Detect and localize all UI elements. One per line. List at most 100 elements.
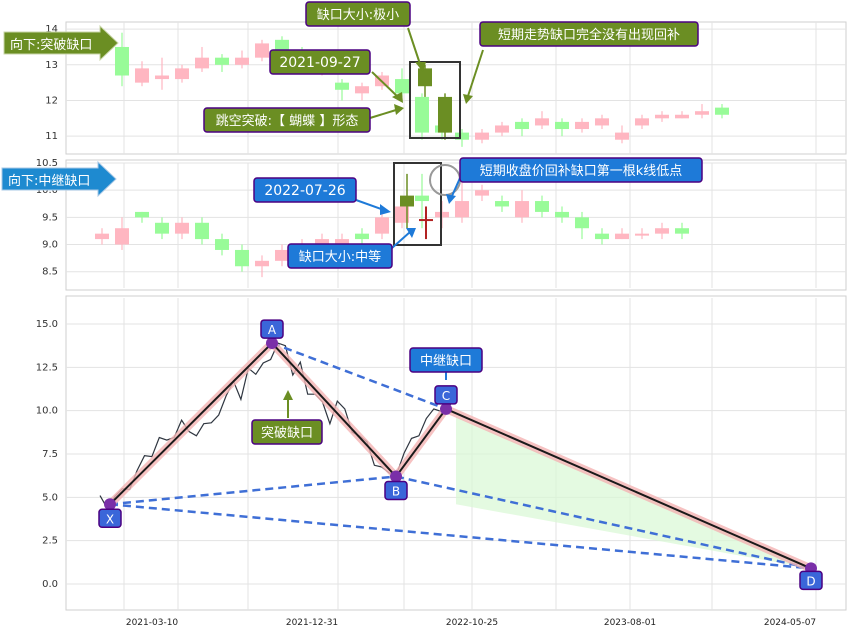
pattern-label-b: B — [392, 485, 400, 499]
candle-body — [275, 249, 289, 261]
arrow-date — [371, 71, 399, 98]
candle-body — [195, 57, 209, 69]
arrow-head — [392, 92, 403, 103]
candle-body — [215, 239, 229, 250]
candle-body — [275, 39, 289, 51]
pattern-label-box — [434, 385, 458, 405]
label-date-2-text: 2022-07-26 — [264, 183, 345, 199]
leg-b-c — [395, 408, 447, 478]
y-tick-label: 2.5 — [42, 536, 58, 547]
candle-body — [315, 239, 329, 245]
candle-body — [535, 118, 549, 126]
label-pattern: 跳空突破:【 蝴蝶 】形态 — [203, 107, 371, 133]
label-pattern-text: 跳空突破:【 蝴蝶 】形态 — [216, 113, 359, 129]
label-fill-text: 短期收盘价回补缺口第一根k线低点 — [480, 163, 683, 179]
pattern-label-box — [799, 570, 823, 591]
label-breakaway-gap: 突破缺口 — [251, 419, 323, 445]
candle-body — [115, 46, 129, 76]
candle-body — [335, 82, 349, 90]
label-date-2: 2022-07-26 — [253, 177, 357, 203]
y-tick-label: 12.5 — [36, 362, 58, 373]
gap-candle-body — [400, 195, 414, 207]
y-tick-label: 9.5 — [42, 212, 58, 223]
gap-box — [393, 162, 442, 246]
panel1-y-ticks: 14 13 12 11 — [45, 24, 58, 142]
x-tick-label: 2021-03-10 — [126, 618, 179, 628]
y-tick-label: 10.0 — [36, 406, 58, 417]
candle-body — [215, 57, 229, 65]
dash-x-b — [109, 475, 397, 506]
arrow-head — [446, 194, 456, 204]
pattern-label-a: A — [268, 323, 277, 337]
panel-breakaway-gap: 14 13 12 11 — [45, 21, 847, 155]
candle-body — [115, 228, 129, 245]
dash-a-c — [271, 341, 447, 411]
label-date-1: 2021-09-27 — [269, 49, 371, 75]
arrow-gap-size — [407, 27, 421, 65]
y-tick-label: 7.5 — [42, 449, 58, 460]
label-fill: 短期收盘价回补缺口第一根k线低点 — [459, 157, 703, 183]
candle-body — [455, 132, 469, 140]
candle-body — [155, 75, 169, 80]
arrow-date — [355, 199, 385, 211]
label-gap-size-2-text: 缺口大小:中等 — [299, 249, 381, 265]
pattern-points: X A B C D — [98, 319, 823, 591]
panel-price-pattern: 15.0 12.5 10.0 7.5 5.0 2.5 0.0 2021-03-10 2021-… — [36, 295, 847, 628]
candle-body — [195, 222, 209, 240]
candle-body — [695, 111, 709, 115]
candle-body — [575, 217, 589, 229]
candle-body — [175, 222, 189, 234]
pattern-label-box — [384, 480, 408, 501]
arrow-head — [463, 94, 473, 104]
label-gap-size-2: 缺口大小:中等 — [287, 243, 393, 269]
candle-body — [655, 114, 669, 119]
pattern-label-box — [260, 319, 284, 339]
arrow-fill — [451, 177, 461, 197]
candle-body — [475, 190, 489, 196]
panel3-y-ticks: 15.0 12.5 10.0 7.5 5.0 2.5 0.0 — [36, 319, 58, 590]
pattern-point-b — [390, 470, 402, 483]
candle-body — [355, 233, 369, 240]
gap-candle-body — [418, 68, 432, 87]
y-tick-label: 11 — [45, 131, 58, 142]
label-no-fill: 短期走势缺口完全没有出现回补 — [479, 21, 699, 47]
pattern-label-c: C — [442, 389, 450, 403]
label-gap-size-1: 缺口大小:极小 — [305, 1, 411, 27]
gap-box — [409, 61, 461, 139]
y-tick-label: 0.0 — [42, 579, 58, 590]
label-no-fill-text: 短期走势缺口完全没有出现回补 — [498, 27, 680, 43]
x-tick-label: 2021-12-31 — [286, 618, 338, 628]
candle-body — [415, 195, 429, 202]
candle-body — [235, 249, 249, 267]
candle-body — [475, 132, 489, 140]
candle-body — [255, 260, 269, 267]
candle-body — [495, 201, 509, 207]
tag-breakaway-text: 向下:突破缺口 — [10, 37, 92, 53]
dash-b-d — [395, 475, 812, 570]
y-tick-label: 10.5 — [36, 158, 58, 169]
candle-body — [135, 68, 149, 83]
tag-continuation: 向下:中继缺口 — [1, 160, 117, 198]
candle-body — [415, 96, 429, 133]
candle-body — [235, 57, 249, 65]
candle-body — [535, 201, 549, 212]
gap-candle-body — [438, 96, 452, 133]
candle-body — [615, 132, 629, 140]
label-continuation-gap-text: 中继缺口 — [420, 354, 472, 369]
candle-body — [595, 118, 609, 126]
panel1-grid — [66, 22, 846, 154]
y-tick-label: 13 — [45, 60, 58, 71]
y-tick-label: 15.0 — [36, 319, 58, 330]
candle-body — [155, 222, 169, 234]
candle-body — [375, 217, 389, 234]
candle-body — [355, 86, 369, 94]
candle-body — [95, 233, 109, 240]
candle-body — [555, 121, 569, 130]
y-tick-label: 5.0 — [42, 492, 58, 503]
candle-body — [655, 228, 669, 234]
candle-body — [575, 121, 589, 130]
label-continuation-gap: 中继缺口 — [409, 347, 483, 373]
candle-body — [395, 79, 409, 94]
pattern-point-a — [266, 337, 278, 350]
